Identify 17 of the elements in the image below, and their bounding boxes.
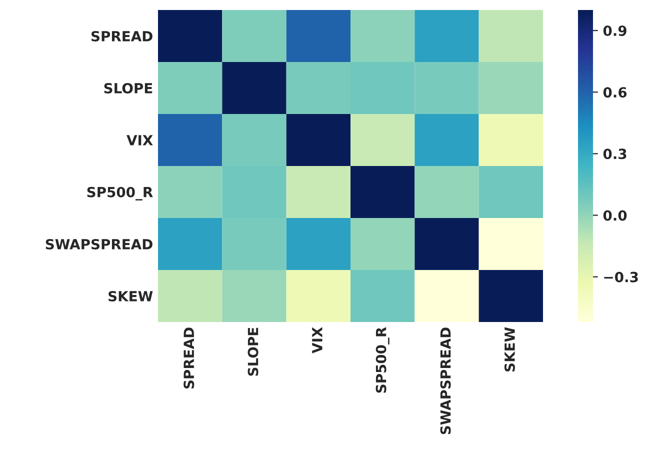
x-tick-label: VIX bbox=[312, 327, 322, 354]
color-bar-label: 0.6 bbox=[603, 87, 627, 98]
color-bar-label: 0.9 bbox=[603, 25, 626, 36]
x-tick-label: SWAPSPREAD bbox=[440, 328, 451, 434]
color-bar-label: 0.0 bbox=[603, 210, 627, 221]
y-tick-label: SPREAD bbox=[91, 30, 152, 42]
x-tick-label: SLOPE bbox=[248, 328, 258, 376]
y-tick-label: SKEW bbox=[108, 290, 153, 302]
color-bar-label: 0.3 bbox=[603, 148, 626, 160]
y-tick-label: SP500_R bbox=[87, 186, 153, 200]
x-tick-label: SPREAD bbox=[184, 328, 194, 389]
x-tick-label: SKEW bbox=[504, 327, 515, 372]
y-tick-label: VIX bbox=[126, 135, 153, 146]
x-tick-label: SP500_R bbox=[376, 327, 390, 393]
color-bar-label: −0.3 bbox=[604, 272, 638, 282]
y-tick-label: SWAPSPREAD bbox=[46, 238, 152, 250]
y-tick-label: SLOPE bbox=[104, 82, 152, 94]
